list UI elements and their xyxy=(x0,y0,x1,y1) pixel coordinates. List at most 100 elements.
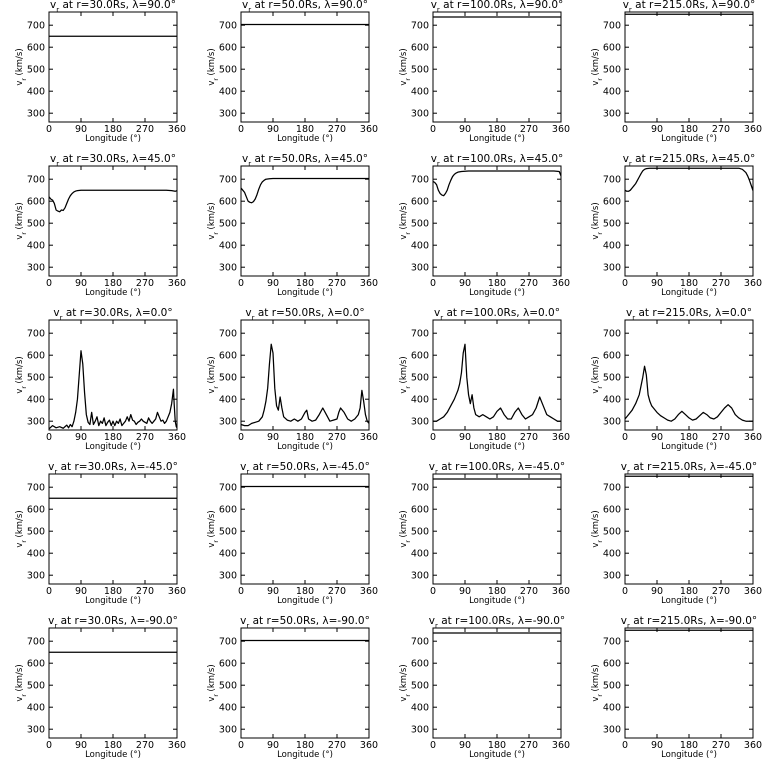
panel-title: vr at r=30.0Rs, λ=-90.0° xyxy=(48,615,178,630)
y-axis-label: vr (km/s) xyxy=(15,356,28,393)
x-axis-label: Longitude (°) xyxy=(85,596,141,606)
x-tick-label: 360 xyxy=(744,432,762,443)
x-axis-label: Longitude (°) xyxy=(85,288,141,298)
y-tick-label: 500 xyxy=(27,65,45,76)
y-tick-label: 700 xyxy=(27,483,45,494)
x-tick-label: 90 xyxy=(267,586,279,597)
y-tick-label: 400 xyxy=(219,395,237,406)
y-tick-label: 600 xyxy=(603,505,621,516)
y-tick-label: 600 xyxy=(219,43,237,54)
x-tick-label: 0 xyxy=(46,432,52,443)
y-tick-label: 700 xyxy=(27,21,45,32)
x-tick-label: 360 xyxy=(360,586,378,597)
y-tick-label: 500 xyxy=(27,681,45,692)
x-tick-label: 360 xyxy=(168,740,186,751)
x-tick-label: 180 xyxy=(104,740,122,751)
chart-panel: vr at r=50.0Rs, λ=45.0° 0 90 180 270 360 300 40… xyxy=(207,153,378,298)
y-tick-label: 300 xyxy=(411,417,429,428)
data-series-line xyxy=(624,167,754,192)
x-tick-label: 270 xyxy=(712,586,730,597)
y-tick-label: 300 xyxy=(27,109,45,120)
plot-frame xyxy=(624,319,754,431)
data-series-line xyxy=(433,343,561,422)
x-tick-label: 90 xyxy=(75,740,87,751)
y-tick-label: 700 xyxy=(219,21,237,32)
chart-panel: vr at r=30.0Rs, λ=0.0° 0 90 180 270 360 300 400… xyxy=(15,307,186,452)
x-tick-label: 180 xyxy=(488,124,506,135)
y-tick-label: 600 xyxy=(219,351,237,362)
x-tick-label: 360 xyxy=(552,740,570,751)
y-tick-label: 500 xyxy=(411,681,429,692)
y-tick-label: 500 xyxy=(603,373,621,384)
chart-panel: vr at r=215.0Rs, λ=-45.0° 0 90 180 270 360 300… xyxy=(591,461,762,606)
x-axis-label: Longitude (°) xyxy=(661,442,717,452)
y-tick-label: 600 xyxy=(411,659,429,670)
panel-title: vr at r=30.0Rs, λ=-45.0° xyxy=(48,461,178,476)
x-tick-label: 0 xyxy=(622,432,628,443)
y-axis-label: vr (km/s) xyxy=(399,48,412,85)
plot-frame xyxy=(48,11,178,123)
y-tick-label: 700 xyxy=(603,637,621,648)
chart-panel: vr at r=30.0Rs, λ=45.0° 0 90 180 270 360 300 40… xyxy=(15,153,186,298)
plot-frame xyxy=(48,165,178,277)
x-tick-label: 0 xyxy=(46,124,52,135)
y-tick-label: 300 xyxy=(219,571,237,582)
y-tick-label: 600 xyxy=(411,197,429,208)
y-tick-label: 400 xyxy=(603,395,621,406)
y-tick-label: 700 xyxy=(411,637,429,648)
panel-title: vr at r=100.0Rs, λ=-90.0° xyxy=(429,615,565,630)
x-tick-label: 360 xyxy=(360,278,378,289)
x-tick-label: 360 xyxy=(360,124,378,135)
chart-panel: vr at r=50.0Rs, λ=0.0° 0 90 180 270 360 300 400… xyxy=(207,307,378,452)
y-tick-label: 500 xyxy=(219,681,237,692)
y-tick-label: 700 xyxy=(219,637,237,648)
chart-panel: vr at r=50.0Rs, λ=-90.0° 0 90 180 270 360 300 4… xyxy=(207,615,378,760)
y-tick-label: 600 xyxy=(411,351,429,362)
x-tick-label: 360 xyxy=(552,432,570,443)
y-tick-label: 300 xyxy=(219,417,237,428)
x-tick-label: 360 xyxy=(168,278,186,289)
y-tick-label: 500 xyxy=(411,219,429,230)
x-tick-label: 90 xyxy=(651,278,663,289)
plot-frame xyxy=(48,473,178,585)
x-tick-label: 180 xyxy=(680,586,698,597)
x-tick-label: 90 xyxy=(651,740,663,751)
y-tick-label: 300 xyxy=(603,417,621,428)
y-axis-label: vr (km/s) xyxy=(207,356,220,393)
panel-title: vr at r=215.0Rs, λ=-45.0° xyxy=(621,461,757,476)
y-axis-label: vr (km/s) xyxy=(399,664,412,701)
panel-title: vr at r=50.0Rs, λ=-45.0° xyxy=(240,461,370,476)
y-tick-label: 500 xyxy=(603,65,621,76)
x-tick-label: 0 xyxy=(46,740,52,751)
x-tick-label: 90 xyxy=(267,278,279,289)
y-tick-label: 500 xyxy=(27,527,45,538)
y-tick-label: 300 xyxy=(603,109,621,120)
x-axis-label: Longitude (°) xyxy=(661,134,717,144)
x-tick-label: 360 xyxy=(552,586,570,597)
y-axis-label: vr (km/s) xyxy=(15,510,28,547)
x-tick-label: 180 xyxy=(488,432,506,443)
x-tick-label: 360 xyxy=(744,124,762,135)
x-tick-label: 360 xyxy=(552,278,570,289)
x-tick-label: 0 xyxy=(238,432,244,443)
x-tick-label: 180 xyxy=(104,124,122,135)
x-tick-label: 90 xyxy=(459,586,471,597)
x-tick-label: 270 xyxy=(328,124,346,135)
y-tick-label: 500 xyxy=(603,681,621,692)
y-tick-label: 500 xyxy=(219,219,237,230)
x-tick-label: 0 xyxy=(622,278,628,289)
plot-frame xyxy=(48,627,178,739)
x-tick-label: 270 xyxy=(520,124,538,135)
y-axis-label: vr (km/s) xyxy=(15,48,28,85)
panel-title: vr at r=100.0Rs, λ=0.0° xyxy=(434,307,560,322)
panel-title: vr at r=215.0Rs, λ=90.0° xyxy=(623,0,756,14)
x-tick-label: 180 xyxy=(680,432,698,443)
panel-title: vr at r=215.0Rs, λ=0.0° xyxy=(626,307,752,322)
panel-title: vr at r=30.0Rs, λ=0.0° xyxy=(53,307,172,322)
x-tick-label: 270 xyxy=(712,278,730,289)
y-tick-label: 500 xyxy=(411,373,429,384)
panel-title: vr at r=215.0Rs, λ=-90.0° xyxy=(621,615,757,630)
x-tick-label: 0 xyxy=(430,586,436,597)
chart-panel: vr at r=50.0Rs, λ=90.0° 0 90 180 270 360 300 40… xyxy=(207,0,378,144)
x-tick-label: 360 xyxy=(744,740,762,751)
